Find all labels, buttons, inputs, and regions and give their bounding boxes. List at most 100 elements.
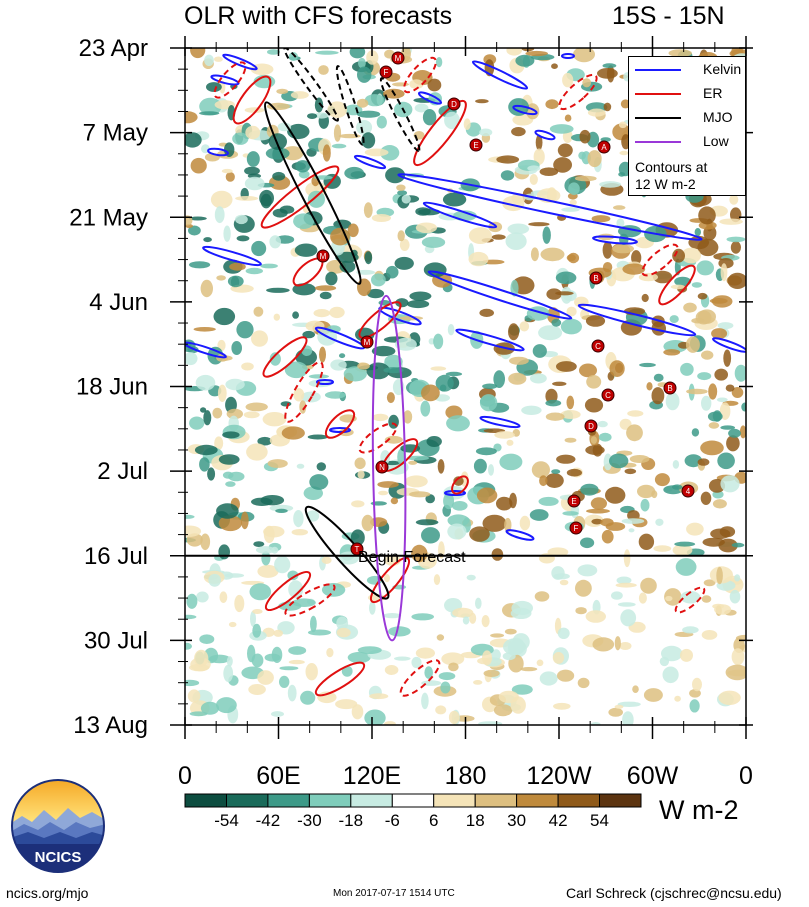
colorbar-swatch xyxy=(308,793,352,808)
field-blob xyxy=(347,223,359,238)
field-blob xyxy=(716,397,728,403)
field-blob xyxy=(287,684,297,702)
field-blob xyxy=(222,471,234,479)
field-blob xyxy=(272,171,286,181)
colorbar-tick-label: 18 xyxy=(466,811,485,830)
er-contour xyxy=(358,301,402,339)
field-blob xyxy=(363,202,373,219)
er-contour xyxy=(284,361,324,423)
field-blob xyxy=(608,707,623,717)
field-blob xyxy=(654,473,670,487)
field-blob xyxy=(203,410,212,426)
field-blob xyxy=(185,679,200,687)
er-contour xyxy=(232,75,272,125)
field-blob xyxy=(511,684,533,695)
kelvin-contour xyxy=(479,415,521,429)
kelvin-contour xyxy=(512,104,538,116)
legend-item-mjo: MJO xyxy=(633,107,745,129)
field-blob xyxy=(384,354,403,369)
field-blob xyxy=(702,537,725,547)
field-blob xyxy=(606,65,615,83)
logo-text: NCICS xyxy=(35,849,82,866)
field-blob xyxy=(291,529,308,536)
field-blob xyxy=(288,646,307,655)
field-blob xyxy=(561,207,580,212)
cyclone-marker: D xyxy=(447,97,461,111)
footer-site-link[interactable]: ncics.org/mjo xyxy=(6,885,89,901)
field-blob xyxy=(663,349,681,356)
field-blob xyxy=(366,362,391,380)
field-blob xyxy=(591,518,603,525)
field-blob xyxy=(397,190,408,196)
cyclone-marker-label: M xyxy=(320,252,327,261)
field-blob xyxy=(619,233,629,245)
field-blob xyxy=(683,302,697,313)
field-blob xyxy=(692,677,702,692)
colorbar-tick-label: 54 xyxy=(590,811,609,830)
field-blob xyxy=(252,609,263,614)
field-blob xyxy=(592,637,615,652)
field-blob xyxy=(325,271,338,286)
field-blob xyxy=(551,469,561,474)
field-blob xyxy=(566,395,575,410)
legend-note-line1: Contours at xyxy=(635,159,708,175)
cyclone-marker: D xyxy=(584,419,598,433)
field-blob xyxy=(701,350,714,360)
field-blob xyxy=(515,54,535,67)
field-blob xyxy=(567,252,580,264)
field-blob xyxy=(574,175,597,182)
kelvin-contour xyxy=(577,303,697,337)
field-blob xyxy=(260,495,285,506)
field-blob xyxy=(294,243,318,257)
field-blob xyxy=(397,448,406,466)
field-blob xyxy=(385,167,406,184)
field-blob xyxy=(190,157,207,174)
field-blob xyxy=(712,410,722,422)
field-blob xyxy=(701,395,712,411)
field-blob xyxy=(249,583,272,601)
legend-label-er: ER xyxy=(703,85,723,101)
field-blob xyxy=(507,223,530,235)
field-blob xyxy=(479,308,495,317)
field-blob xyxy=(697,372,712,381)
colorbar-tick-label: 6 xyxy=(429,811,438,830)
field-blob xyxy=(491,548,504,561)
field-blob xyxy=(728,428,741,438)
x-tick-label: 0 xyxy=(178,762,192,790)
cyclone-marker-label: B xyxy=(593,274,598,283)
field-blob xyxy=(200,279,213,298)
field-blob xyxy=(534,591,550,602)
field-blob xyxy=(506,48,522,56)
cyclone-marker: 4 xyxy=(681,484,695,498)
field-blob xyxy=(185,642,192,650)
field-blob xyxy=(188,225,201,236)
field-blob xyxy=(185,352,198,366)
field-blob xyxy=(674,541,696,547)
field-blob xyxy=(564,437,577,443)
field-blob xyxy=(185,132,202,148)
cyclone-marker: N xyxy=(375,460,389,474)
field-blob xyxy=(491,234,506,240)
field-blob xyxy=(257,436,273,446)
x-tick-label: 0 xyxy=(739,762,753,790)
field-blob xyxy=(236,235,250,242)
field-blob xyxy=(357,646,382,654)
y-tick-label: 2 Jul xyxy=(97,458,148,485)
field-blob xyxy=(407,299,430,309)
cyclone-marker: F xyxy=(379,65,393,79)
field-blob xyxy=(475,447,497,456)
field-blob xyxy=(445,371,463,377)
field-blob xyxy=(697,238,719,257)
field-blob xyxy=(613,205,626,210)
field-blob xyxy=(672,248,685,263)
mjo-contour xyxy=(264,101,362,285)
field-blob xyxy=(468,251,489,267)
field-blob xyxy=(566,306,577,317)
field-blob xyxy=(717,322,734,330)
cyclone-marker: E xyxy=(567,494,581,508)
field-blob xyxy=(305,663,318,681)
field-blob xyxy=(357,66,372,83)
field-blob xyxy=(552,381,567,386)
ncics-logo[interactable]: NCICS xyxy=(10,778,106,874)
field-blob xyxy=(617,701,641,707)
